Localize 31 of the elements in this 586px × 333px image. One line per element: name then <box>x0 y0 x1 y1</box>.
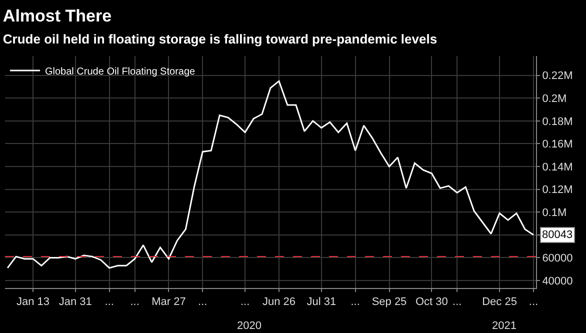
x-tick-label: Mar 27 <box>152 296 186 308</box>
y-tick-label: 0.18M <box>542 116 573 128</box>
y-tick-label: 0.22M <box>542 70 573 82</box>
chart-title: Almost There <box>2 6 112 26</box>
y-tick-label: 0.16M <box>542 138 573 151</box>
y-tick-label: 0.2M <box>542 93 567 106</box>
x-tick-label: ... <box>130 296 140 308</box>
x-tick-label: Jul 31 <box>306 296 336 308</box>
y-tick-label: 0.12M <box>542 184 573 196</box>
x-tick-label: ... <box>452 296 462 308</box>
x-tick-label: Sep 25 <box>372 296 407 308</box>
y-tick-label: 0.1M <box>542 206 567 219</box>
y-tick-label: 60000 <box>542 252 573 265</box>
x-tick-label: Jan 13 <box>16 296 50 308</box>
x-tick-label: Dec 25 <box>482 296 517 308</box>
x-tick-label: Jan 31 <box>58 296 92 308</box>
x-tick-label: ... <box>104 296 114 308</box>
y-tick-label: 40000 <box>542 275 573 288</box>
y-tick-label: 0.14M <box>542 161 573 174</box>
x-tick-label: Oct 30 <box>415 296 448 308</box>
text: 2020 <box>237 320 262 332</box>
legend-label: Global Crude Oil Floating Storage <box>45 66 196 78</box>
data-label: 80043 <box>542 229 573 241</box>
text: 2021 <box>492 320 516 332</box>
x-tick-label: Jun 26 <box>262 296 296 308</box>
line-series <box>6 80 534 269</box>
x-tick-label: ... <box>198 296 208 308</box>
x-tick-label: ... <box>350 296 360 308</box>
x-tick-label: ... <box>528 296 538 308</box>
chart-subtitle: Crude oil held in floating storage is falling toward pre-pandemic levels <box>2 32 438 47</box>
x-tick-label: ... <box>240 296 250 308</box>
